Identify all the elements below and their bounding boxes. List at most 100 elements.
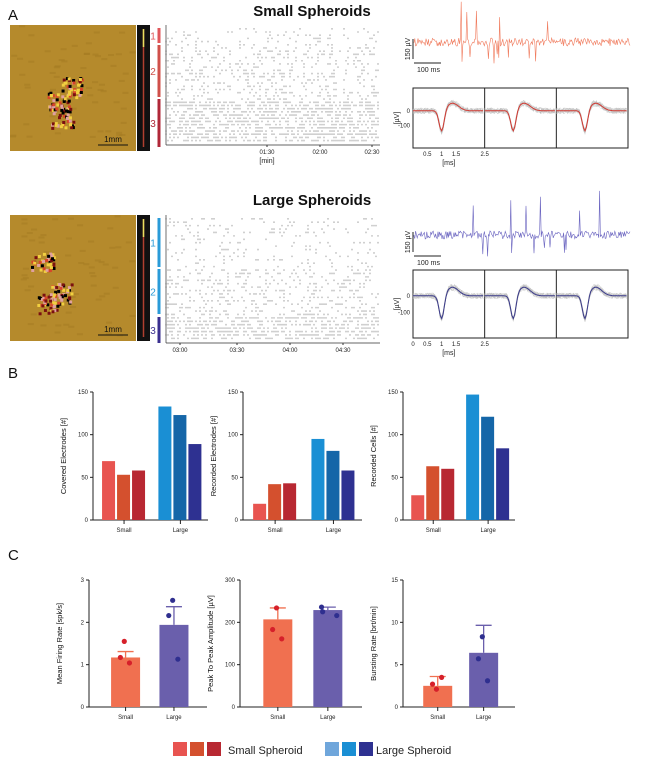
image-texture (10, 134, 17, 137)
image-texture (89, 135, 96, 138)
electrode-pixel (50, 259, 54, 263)
raster-spikes (165, 82, 361, 84)
electrode-pixel (38, 296, 42, 300)
bar (188, 444, 202, 520)
waveform-xtick: 0 (411, 342, 415, 348)
chart-3: 0 50 100 150 Recorded Cells [#] Small Large (369, 390, 515, 534)
image-texture (105, 130, 112, 133)
electrode-pixel (52, 301, 56, 305)
electrode-pixel (72, 79, 76, 83)
image-texture (129, 314, 136, 317)
image-texture (28, 34, 35, 37)
electrode-pixel (67, 92, 71, 96)
image-texture (97, 88, 104, 91)
electrode-pixel (49, 91, 53, 95)
image-texture (54, 65, 61, 68)
image-texture (68, 325, 75, 328)
bar (466, 394, 480, 520)
large-spheroid-image (10, 215, 136, 341)
raster-spikes (181, 47, 375, 49)
raster-spikes (171, 63, 379, 65)
cluster-label-2: 2 (150, 288, 156, 299)
electrode-pixel (47, 92, 51, 96)
waveform-xtick: 1 (440, 152, 444, 158)
image-texture (24, 83, 31, 86)
x-tick-label: Small (426, 528, 441, 534)
image-texture (88, 266, 95, 269)
electrode-pixel (43, 301, 47, 305)
image-texture (93, 31, 100, 34)
electrode-pixel (71, 126, 75, 130)
image-texture (115, 53, 122, 56)
raster-spikes (165, 72, 369, 75)
image-texture (24, 86, 31, 89)
waveform-xtick: 0.5 (423, 152, 432, 158)
y-tick-label: 300 (225, 578, 236, 584)
image-texture (87, 94, 94, 97)
x-tick-label: Large (476, 715, 492, 721)
electrode-pixel (55, 107, 59, 111)
raster-tick-label: 04:30 (335, 348, 351, 354)
electrode-pixel (52, 267, 56, 271)
electrode-pixel (70, 126, 74, 130)
electrode-pixel (44, 296, 48, 300)
electrode-pixel (54, 290, 58, 294)
data-point (166, 612, 172, 619)
legend-small-label: Small Spheroid (228, 745, 303, 757)
electrode-pixel (62, 78, 66, 82)
waveform-xlabel: [ms] (442, 350, 455, 357)
electrode-pixel (52, 294, 56, 298)
small-spheroids-title: Small Spheroids (253, 3, 371, 20)
electrode-pixel (73, 89, 77, 93)
electrode-pixel (42, 260, 46, 264)
image-texture (102, 263, 109, 266)
electrode-pixel (76, 88, 80, 92)
image-texture (99, 295, 106, 298)
chart-1: 0 50 100 150 Covered Electrodes [#] Small Larg… (59, 390, 208, 534)
electrode-pixel (58, 283, 62, 287)
electrode-pixel (62, 293, 66, 297)
y-tick-label: 150 (228, 390, 239, 396)
electrode-pixel (51, 257, 55, 261)
legend-swatch-large (325, 742, 339, 756)
bar (117, 474, 131, 520)
electrode-pixel (47, 95, 51, 99)
raster-spikes (195, 262, 367, 265)
image-texture (90, 275, 97, 278)
electrode-pixel (68, 288, 72, 292)
legend-large-label: Large Spheroid (376, 745, 451, 757)
cluster-label-3: 3 (150, 326, 156, 337)
electrode-pixel (31, 269, 35, 273)
electrode-pixel (37, 263, 41, 267)
electrode-pixel (39, 268, 43, 272)
electrode-pixel (49, 293, 53, 297)
raster-spikes (167, 293, 379, 295)
raster-spikes (165, 40, 377, 43)
electrode-pixel (40, 264, 44, 268)
image-texture (11, 54, 18, 57)
y-tick-label: 0 (395, 518, 399, 524)
electrode-pixel (64, 81, 68, 85)
electrode-pixel (60, 295, 64, 299)
bar (311, 438, 325, 520)
electrode-pixel (46, 263, 50, 267)
bar (426, 466, 440, 520)
image-texture (26, 232, 33, 235)
image-texture (70, 107, 77, 110)
image-texture (38, 241, 45, 244)
y-axis-label: Recorded Electrodes [#] (209, 416, 218, 496)
image-texture (115, 246, 122, 249)
y-tick-label: 50 (81, 475, 88, 481)
electrode-pixel (69, 107, 73, 111)
y-axis-label: Recorded Cells [#] (369, 425, 378, 487)
bar (283, 483, 297, 520)
waveform-box (412, 269, 629, 339)
legend: Small Spheroid Large Spheroid (173, 742, 451, 757)
image-texture (31, 228, 38, 231)
electrode-pixel (60, 108, 64, 112)
y-tick-label: 2 (81, 620, 85, 626)
electrode-pixel (34, 256, 38, 260)
electrode-pixel (50, 303, 54, 307)
